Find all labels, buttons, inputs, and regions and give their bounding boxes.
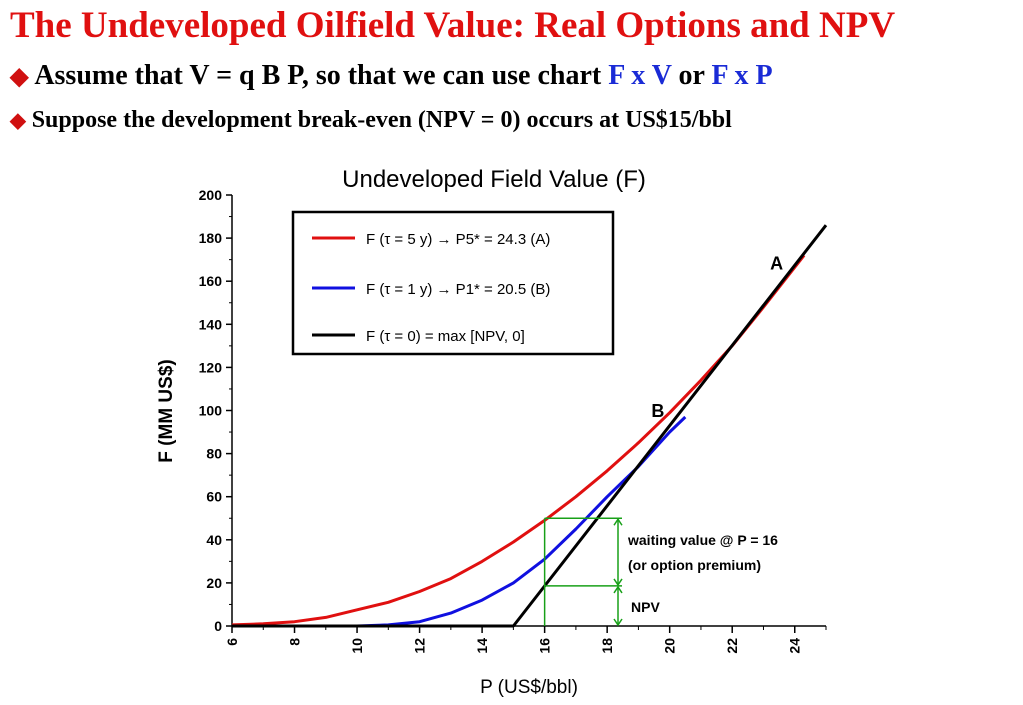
legend-label-line-npv: F (τ = 0) = max [NPV, 0] (366, 328, 525, 345)
bullet-assume-em1: F x V (608, 60, 672, 91)
x-tick-label: 10 (349, 638, 365, 654)
x-tick-label: 6 (224, 638, 240, 646)
bullet-assume: ◆ Assume that V = q B P, so that we can u… (10, 60, 773, 92)
line-tau5 (231, 254, 806, 627)
legend: F (τ = 5 y) → P5* = 24.3 (A) F (τ = 1 y) … (291, 210, 615, 356)
y-tick-label: 40 (206, 532, 222, 548)
bullet-assume-mid: or (671, 60, 712, 91)
x-tick-label: 12 (412, 638, 428, 654)
npv-label: NPV (631, 599, 660, 615)
waiting-value-label: waiting value @ P = 16 (627, 532, 778, 548)
slide-title: The Undeveloped Oilfield Value: Real Opt… (10, 5, 896, 46)
x-tick-label: 18 (599, 638, 615, 654)
y-tick-label: 140 (199, 316, 223, 332)
y-tick-label: 80 (206, 446, 222, 462)
line-npv (232, 224, 828, 628)
arrowhead-icon (613, 585, 623, 594)
y-tick-label: 120 (199, 359, 223, 375)
y-tick-label: 0 (214, 618, 222, 634)
y-tick-label: 100 (199, 403, 223, 419)
arrowhead-icon (613, 618, 623, 627)
bullet-assume-text: Assume that V = q B P, so that we can us… (34, 60, 609, 91)
y-tick-label: 60 (206, 489, 222, 505)
y-axis-label: F (MM US$) (156, 359, 177, 462)
x-tick-label: 14 (474, 638, 490, 654)
option-premium-label: (or option premium) (628, 557, 761, 573)
x-axis-label: P (US$/bbl) (480, 677, 578, 698)
chart-title: Undeveloped Field Value (F) (342, 166, 646, 193)
y-tick-label: 180 (199, 230, 223, 246)
bullet-breakeven-text: Suppose the development break-even (NPV … (31, 107, 732, 133)
y-tick-label: 200 (199, 187, 223, 203)
bullet-breakeven: ◆ Suppose the development break-even (NPV… (10, 107, 732, 134)
y-tick-label: 160 (199, 273, 223, 289)
diamond-bullet-icon: ◆ (10, 64, 29, 90)
x-tick-label: 8 (287, 638, 303, 646)
legend-box (291, 210, 615, 356)
x-tick-label: 24 (787, 638, 803, 654)
x-tick-label: 16 (537, 638, 553, 654)
legend-label-line-tau5: F (τ = 5 y) → P5* = 24.3 (A) (366, 231, 550, 248)
arrowhead-icon (613, 517, 623, 526)
point-label-a: A (770, 253, 783, 273)
diamond-bullet-icon: ◆ (10, 110, 26, 132)
axes: 0 20 40 60 80 100 120 140 160 180 200 6 8 10 12 14 16 18 2… (199, 187, 827, 654)
x-tick-label: 20 (662, 638, 678, 654)
y-tick-label: 20 (206, 575, 222, 591)
bullet-assume-em2: F x P (711, 60, 773, 91)
x-tick-label: 22 (724, 638, 740, 654)
point-label-b: B (651, 401, 664, 421)
legend-label-line-tau1: F (τ = 1 y) → P1* = 20.5 (B) (366, 281, 550, 298)
arrowhead-icon (613, 578, 623, 587)
